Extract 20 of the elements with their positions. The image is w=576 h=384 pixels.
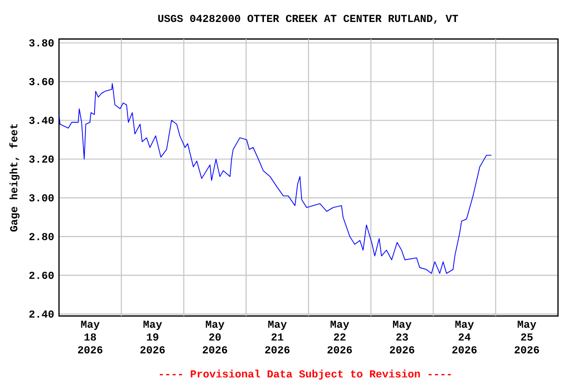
y-tick-label: 3.40 [29,116,54,124]
x-tick-label: May 25 2026 [514,320,540,354]
x-tick-label: May 18 2026 [78,320,102,354]
y-tick-label: 3.80 [29,39,54,46]
x-tick-label: May 20 2026 [202,320,228,354]
y-axis-title: Gage height, feet [9,124,20,232]
x-tick-label: May 24 2026 [452,320,477,354]
y-tick-label: 2.60 [29,272,54,279]
y-tick-label: 3.20 [29,155,54,163]
x-tick-label: May 23 2026 [390,320,414,354]
x-tick-label: May 22 2026 [328,320,352,354]
line-series [59,83,492,274]
chart-title: USGS 04282000 OTTER CREEK AT CENTER RUTLAND, VT [158,14,458,24]
y-tick-label: 3.60 [29,78,54,86]
x-tick-label: May 21 2026 [265,320,290,354]
y-tick-label: 3.00 [29,194,54,202]
text: ---- Provisional Data Subject to Revision ---- [160,370,451,380]
y-tick-label: 2.40 [29,310,54,318]
y-tick-label: 2.80 [29,232,54,240]
x-tick-label: May 19 2026 [140,320,165,354]
